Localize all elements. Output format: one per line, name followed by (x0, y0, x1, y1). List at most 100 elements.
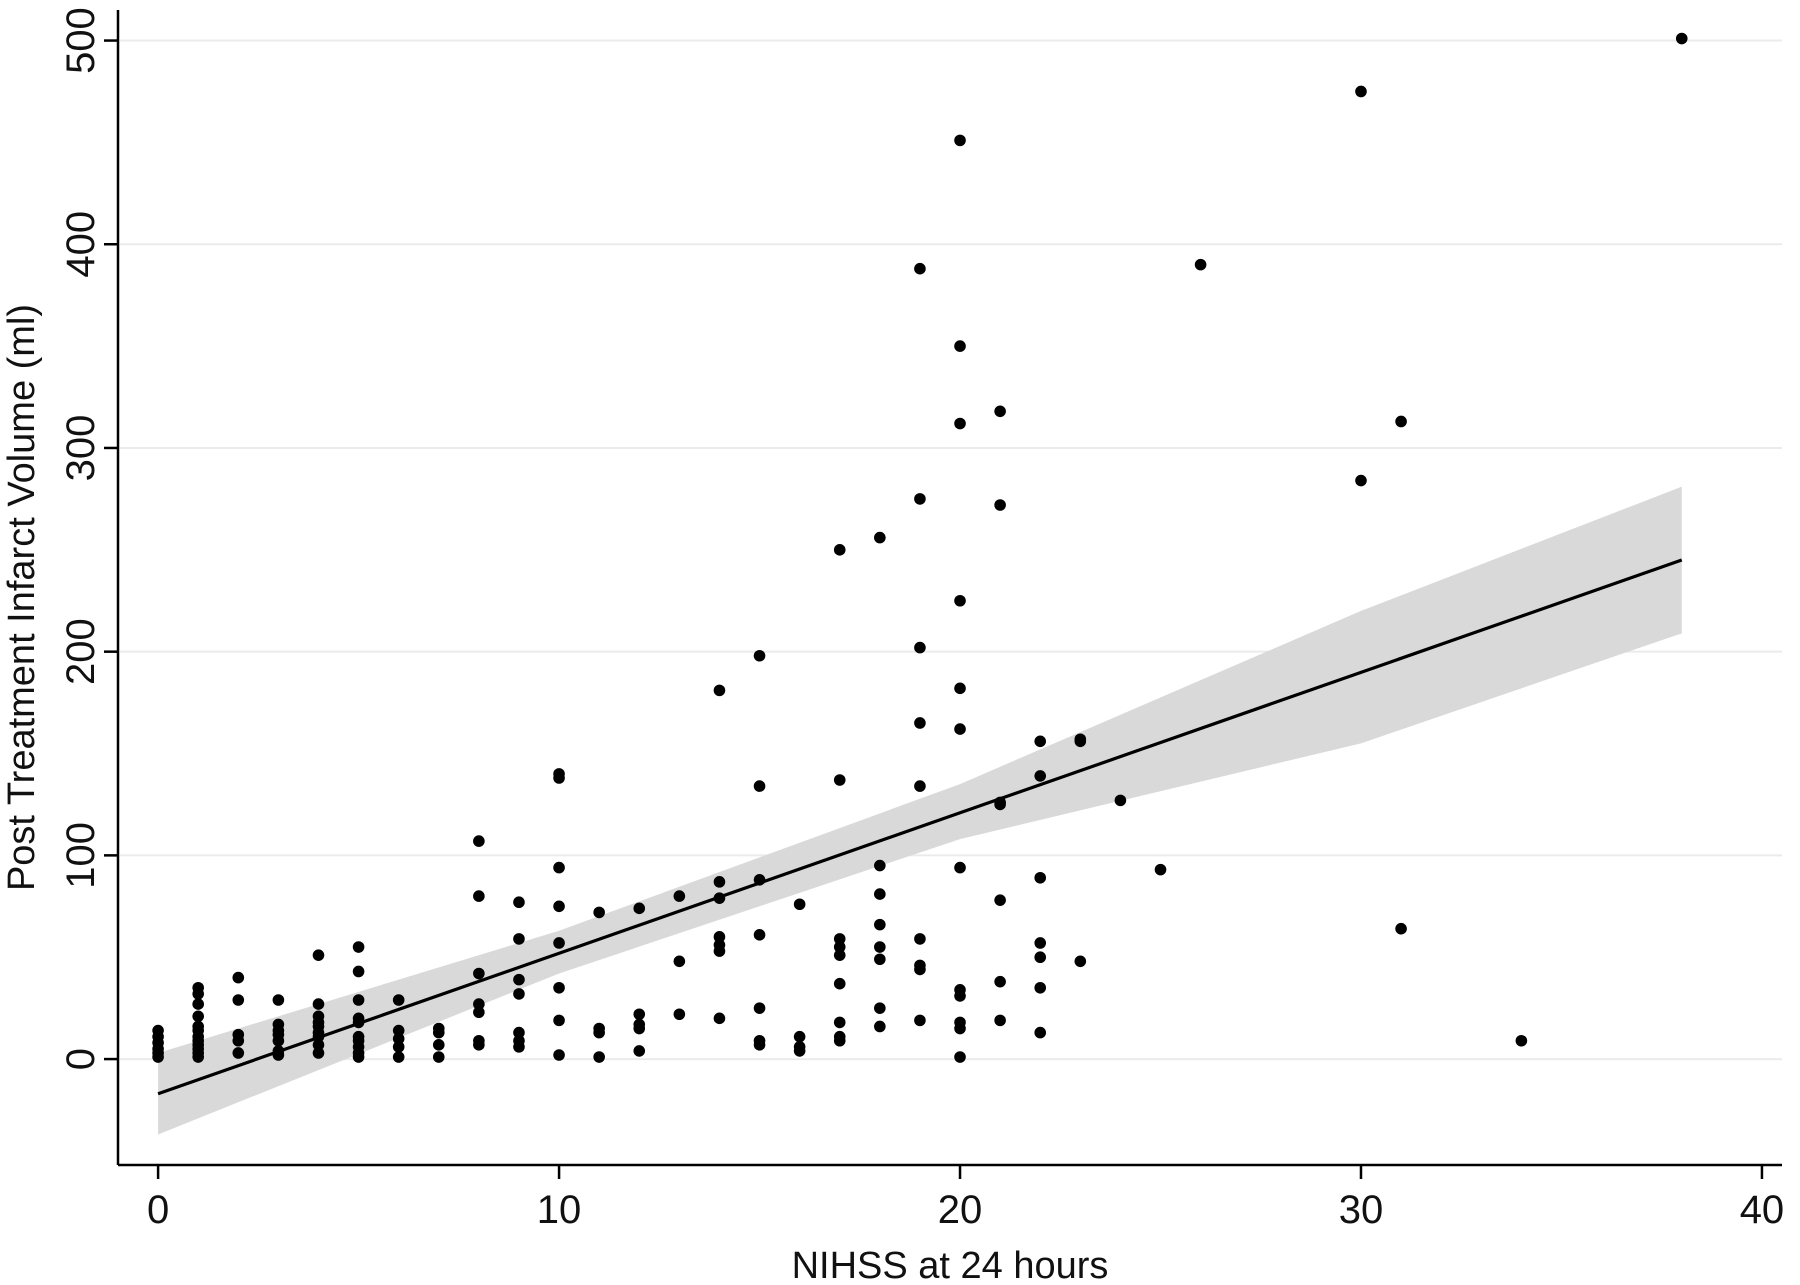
data-point (553, 1049, 565, 1061)
data-point (392, 994, 405, 1006)
data-point (232, 1028, 245, 1041)
data-point (833, 977, 846, 990)
data-point (513, 1026, 525, 1039)
data-point (513, 933, 525, 945)
data-point (352, 965, 365, 978)
data-point (833, 949, 846, 961)
data-point (954, 984, 966, 996)
data-point (1355, 474, 1367, 487)
data-point (473, 890, 485, 902)
data-point (914, 933, 926, 945)
data-point (392, 1032, 405, 1045)
data-point (673, 955, 686, 968)
data-point (713, 892, 726, 904)
data-point (954, 417, 966, 430)
fit-line-path (157, 558, 1683, 1096)
data-point (312, 998, 325, 1010)
x-axis-ticks: 0 10 20 30 40 (147, 1165, 1784, 1232)
data-point (432, 1022, 445, 1035)
data-point (473, 1034, 485, 1047)
data-point (1355, 85, 1367, 98)
data-point (954, 134, 966, 147)
y-tick-label: 200 (59, 618, 103, 685)
data-point (473, 967, 485, 980)
data-point (753, 780, 766, 792)
data-point (633, 1008, 646, 1021)
data-point (833, 774, 846, 786)
y-axis-title: Post Treatment Infarct Volume (ml) (1, 304, 43, 891)
data-point (833, 1030, 846, 1043)
data-point (633, 902, 646, 915)
data-point (593, 906, 605, 919)
data-point (914, 717, 926, 729)
data-point (312, 949, 325, 961)
data-point (1515, 1034, 1528, 1047)
data-point (272, 1018, 285, 1031)
data-point (874, 531, 886, 544)
data-point (874, 1020, 886, 1033)
data-point (673, 890, 686, 902)
data-point (553, 937, 565, 949)
data-point (1034, 871, 1047, 884)
data-point (954, 682, 966, 695)
data-point (954, 594, 966, 607)
data-point (1034, 770, 1047, 782)
y-tick-label: 300 (59, 415, 103, 482)
data-point (553, 981, 565, 994)
data-point (633, 1045, 646, 1057)
data-point (753, 1034, 766, 1047)
data-point (432, 1051, 445, 1063)
data-point (272, 1045, 285, 1057)
data-point (312, 1010, 325, 1023)
data-point (793, 1030, 806, 1043)
data-point (1395, 922, 1407, 935)
data-point (914, 1014, 926, 1027)
data-point (232, 994, 245, 1006)
data-point (553, 1014, 565, 1027)
data-point (192, 1010, 204, 1023)
data-point (673, 1008, 686, 1021)
data-point (713, 876, 726, 888)
data-point (753, 874, 766, 886)
data-point (553, 768, 565, 780)
x-tick-label: 20 (938, 1188, 983, 1232)
data-point (833, 933, 846, 945)
data-point (874, 888, 886, 900)
data-point (1034, 937, 1047, 949)
data-point (874, 941, 886, 953)
data-point (713, 931, 726, 943)
scatter-points (152, 32, 1688, 1063)
data-point (432, 1039, 445, 1051)
data-point (914, 959, 926, 972)
data-point (553, 861, 565, 874)
x-tick-label: 10 (537, 1188, 582, 1232)
data-point (994, 894, 1006, 906)
confidence-band (158, 486, 1682, 1135)
data-point (874, 859, 886, 872)
data-point (874, 1002, 886, 1014)
data-point (994, 975, 1006, 988)
data-point (914, 493, 926, 505)
data-point (914, 262, 926, 275)
confidence-band-area (158, 486, 1682, 1135)
data-point (1194, 258, 1207, 271)
data-point (914, 641, 926, 654)
data-point (713, 1012, 726, 1025)
data-point (513, 1034, 525, 1047)
data-point (352, 941, 365, 953)
data-point (1034, 981, 1047, 994)
data-point (513, 973, 525, 986)
data-point (1034, 1026, 1047, 1039)
data-point (593, 1022, 605, 1035)
data-point (312, 1039, 325, 1051)
data-point (713, 939, 726, 951)
data-point (1034, 735, 1047, 748)
grid-lines (120, 39, 1782, 1061)
data-point (152, 1024, 164, 1037)
y-tick-label: 0 (59, 1048, 103, 1070)
data-point (192, 998, 204, 1010)
data-point (192, 1020, 204, 1033)
x-axis-title: NIHSS at 24 hours (792, 1245, 1109, 1285)
data-point (593, 1051, 605, 1063)
data-point (1114, 794, 1127, 807)
